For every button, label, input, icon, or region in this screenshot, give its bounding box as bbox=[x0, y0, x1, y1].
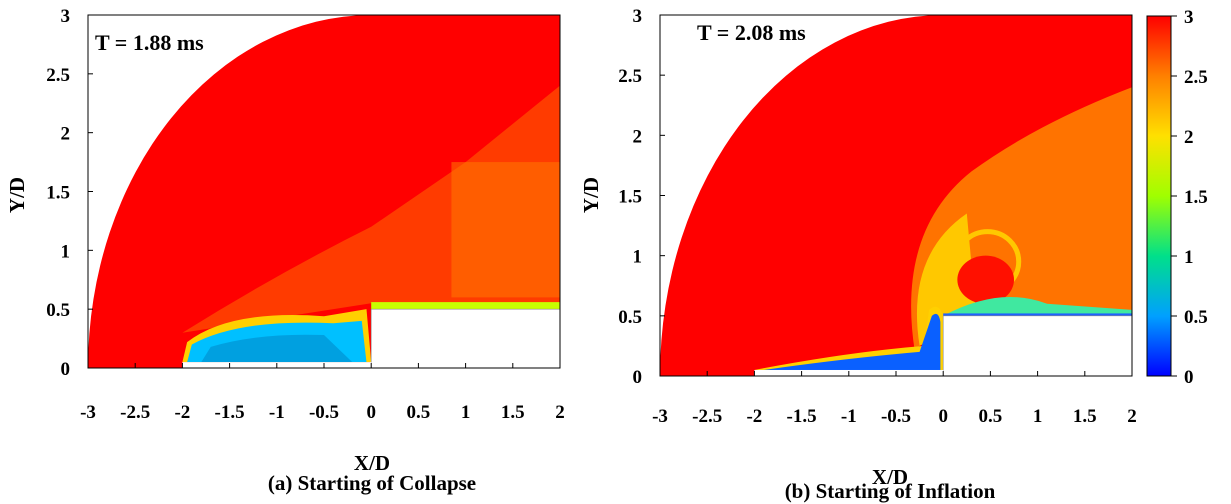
pa-x-tick-label: -0.5 bbox=[309, 402, 339, 423]
pb-x-tick-label: -2.5 bbox=[692, 406, 722, 427]
pa-y-tick-label: 1 bbox=[61, 241, 71, 262]
pb-y-ticks: 0 0.5 1 1.5 2 2.5 3 bbox=[618, 6, 665, 388]
pb-y-tick-label: 0.5 bbox=[618, 307, 642, 328]
panel-a: -3 -2.5 -2 -1.5 -1 -0.5 0 0.5 1 1.5 2 0 0.5 1 1.5 2 2.5… bbox=[5, 6, 565, 495]
pb-y-tick-label: 2.5 bbox=[618, 66, 642, 87]
colorbar-tick-label: 1.5 bbox=[1184, 187, 1208, 208]
colorbar-tick-label: 3 bbox=[1184, 7, 1194, 28]
pa-y-tick-label: 3 bbox=[61, 6, 71, 27]
pa-boundary-layer bbox=[371, 302, 560, 310]
pb-wake bbox=[943, 297, 1132, 316]
colorbar-tick-label: 2 bbox=[1184, 127, 1194, 148]
colorbar-tick-label: 0 bbox=[1184, 367, 1194, 388]
pb-capsule-body bbox=[942, 315, 1133, 377]
pa-x-tick-label: -3 bbox=[80, 402, 96, 423]
colorbar-tick-label: 2.5 bbox=[1184, 67, 1208, 88]
pb-vortex-core bbox=[957, 255, 1014, 304]
pa-x-tick-label: 1 bbox=[461, 402, 471, 423]
pb-y-axis-label: Y/D bbox=[579, 177, 603, 213]
pa-y-tick-label: 2.5 bbox=[46, 65, 70, 86]
pb-x-tick-label: -3 bbox=[652, 406, 668, 427]
pb-caption: (b) Starting of Inflation bbox=[785, 479, 996, 503]
pb-boundary-layer bbox=[943, 313, 1132, 316]
pb-y-tick-label: 3 bbox=[633, 6, 643, 27]
pb-recirculation bbox=[763, 313, 941, 370]
pa-y-axis-label: Y/D bbox=[5, 177, 29, 213]
colorbar-tick-label: 0.5 bbox=[1184, 307, 1208, 328]
pb-y-tick-label: 2 bbox=[633, 126, 643, 147]
pa-y-ticks: 0 0.5 1 1.5 2 2.5 3 bbox=[46, 6, 93, 380]
pb-x-tick-label: 0.5 bbox=[979, 406, 1003, 427]
panel-b: -3 -2.5 -2 -1.5 -1 -0.5 0 0.5 1 1.5 2 0 0.5 1 1.5 2 2.5… bbox=[579, 6, 1137, 503]
pa-y-tick-label: 2 bbox=[61, 124, 71, 145]
pb-time-annotation: T = 2.08 ms bbox=[697, 20, 806, 45]
pa-x-tick-label: -1.5 bbox=[215, 402, 245, 423]
pa-core-pocket bbox=[201, 334, 353, 363]
pa-flow-field bbox=[88, 15, 561, 369]
pb-x-axis-label: X/D bbox=[872, 465, 908, 489]
pa-x-tick-label: 0.5 bbox=[407, 402, 431, 423]
pb-x-tick-label: 1.5 bbox=[1073, 406, 1097, 427]
pa-caption: (a) Starting of Collapse bbox=[268, 471, 476, 495]
pb-y-tick-label: 1 bbox=[633, 247, 643, 268]
pb-x-tick-label: -0.5 bbox=[881, 406, 911, 427]
pa-y-tick-label: 0 bbox=[61, 359, 71, 380]
pa-x-ticks: -3 -2.5 -2 -1.5 -1 -0.5 0 0.5 1 1.5 2 bbox=[80, 363, 565, 423]
colorbar-gradient bbox=[1146, 15, 1172, 377]
colorbar-ticks: 0 0.5 1 1.5 2 2.5 3 bbox=[1171, 7, 1208, 388]
pa-x-tick-label: 2 bbox=[555, 402, 565, 423]
colorbar-tick-label: 1 bbox=[1184, 247, 1194, 268]
pa-y-tick-label: 1.5 bbox=[46, 183, 70, 204]
pa-x-tick-label: 0 bbox=[366, 402, 376, 423]
pa-x-tick-label: 1.5 bbox=[501, 402, 525, 423]
pa-x-tick-label: -2.5 bbox=[120, 402, 150, 423]
pa-x-axis-label: X/D bbox=[354, 451, 390, 475]
pb-x-tick-label: -2 bbox=[746, 406, 762, 427]
pb-x-tick-label: -1.5 bbox=[787, 406, 817, 427]
pb-x-tick-label: 1 bbox=[1033, 406, 1043, 427]
colorbar: 0 0.5 1 1.5 2 2.5 3 bbox=[1146, 7, 1208, 388]
pa-time-annotation: T = 1.88 ms bbox=[95, 30, 204, 55]
pb-x-ticks: -3 -2.5 -2 -1.5 -1 -0.5 0 0.5 1 1.5 2 bbox=[652, 371, 1137, 427]
pa-x-tick-label: -1 bbox=[269, 402, 285, 423]
pb-flow-field bbox=[660, 15, 1133, 377]
pb-x-tick-label: -1 bbox=[841, 406, 857, 427]
pa-y-tick-label: 0.5 bbox=[46, 300, 70, 321]
pb-y-tick-label: 1.5 bbox=[618, 187, 642, 208]
pb-y-tick-label: 0 bbox=[633, 367, 643, 388]
pb-x-tick-label: 2 bbox=[1127, 406, 1137, 427]
pa-wake-region bbox=[451, 162, 560, 298]
pa-capsule-body bbox=[370, 308, 561, 369]
pa-x-tick-label: -2 bbox=[174, 402, 190, 423]
pb-x-tick-label: 0 bbox=[938, 406, 948, 427]
